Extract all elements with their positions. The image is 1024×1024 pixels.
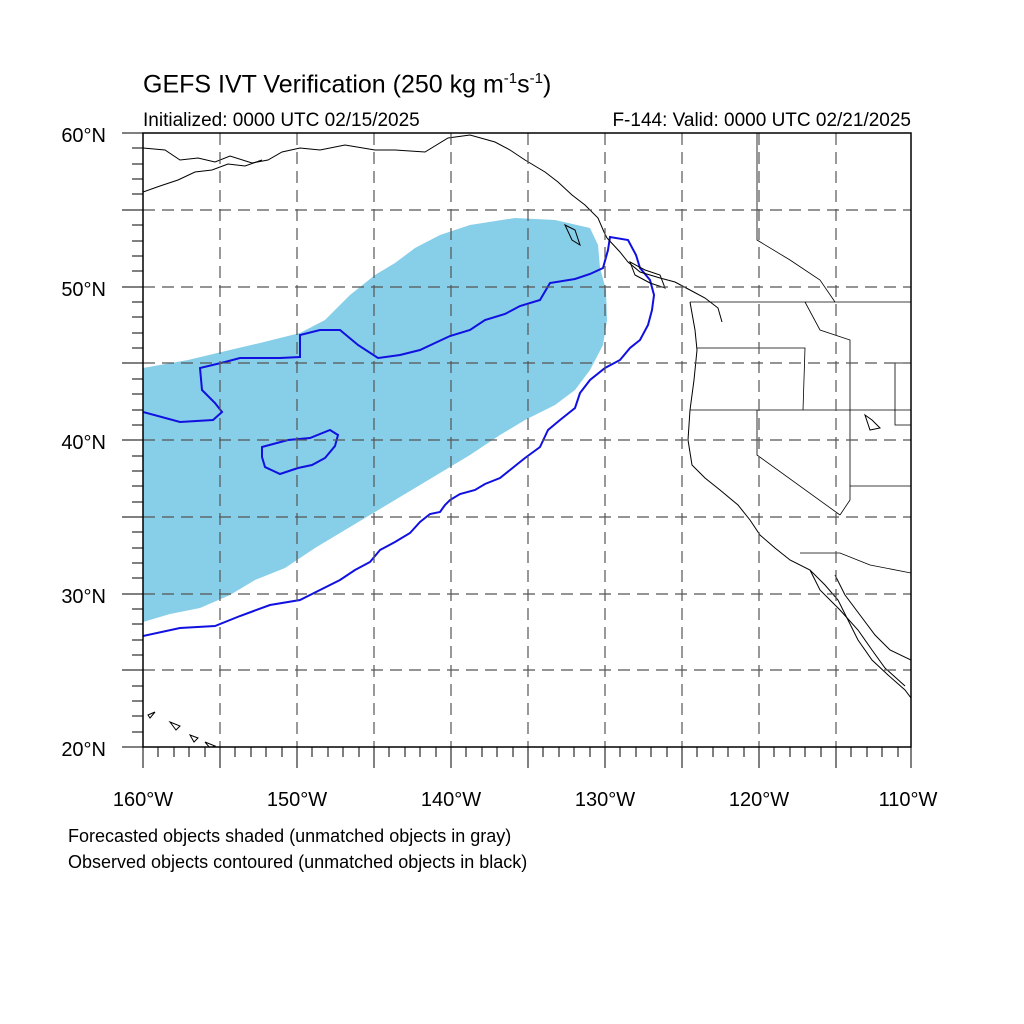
- coastline-alaska-peninsula: [143, 159, 263, 193]
- gridlines: [143, 133, 911, 747]
- lat-label-40n: 40°N: [61, 432, 106, 454]
- caption-forecast: Forecasted objects shaded (unmatched obj…: [68, 826, 512, 846]
- border-idaho: [804, 301, 851, 410]
- lon-label-140w: 140°W: [421, 789, 481, 811]
- border-washington-oregon: [697, 347, 806, 411]
- boundaries-group: [690, 133, 911, 574]
- title-exponent-1: -1: [503, 70, 518, 87]
- lat-label-50n: 50°N: [61, 279, 106, 301]
- border-us-mexico: [800, 552, 911, 574]
- title-unit-s: s: [517, 70, 530, 99]
- coastline-baja: [809, 569, 906, 687]
- axis-ticks: [122, 132, 912, 768]
- observed-ivt-contour-main: [143, 235, 656, 637]
- islands-hawaii: [147, 711, 217, 747]
- initialized-time: Initialized: 0000 UTC 02/15/2025: [143, 110, 420, 131]
- title-exponent-2: -1: [529, 70, 543, 87]
- lon-label-130w: 130°W: [575, 789, 635, 811]
- lat-label-20n: 20°N: [61, 739, 106, 761]
- lon-label-150w: 150°W: [267, 789, 327, 811]
- caption-observed: Observed objects contoured (unmatched ob…: [68, 852, 528, 872]
- island-vancouver: [629, 260, 666, 289]
- coastline-gulf-of-california: [834, 574, 911, 661]
- title-text: GEFS IVT Verification (250 kg m: [143, 70, 504, 99]
- lon-label-160w: 160°W: [113, 789, 173, 811]
- border-nevada-arizona: [839, 410, 851, 516]
- border-utah-east: [894, 362, 911, 426]
- valid-time: F-144: Valid: 0000 UTC 02/21/2025: [612, 110, 911, 131]
- coastline-west-us: [687, 301, 911, 699]
- title-close: ): [542, 70, 552, 99]
- lon-label-120w: 120°W: [729, 789, 789, 811]
- coastline-bc: [606, 237, 723, 323]
- lat-label-30n: 30°N: [61, 586, 106, 608]
- border-california-nevada: [756, 410, 841, 516]
- lake-great-salt: [864, 413, 882, 431]
- lon-label-110w: 110°W: [879, 789, 938, 811]
- islands-haida-gwaii: [563, 223, 581, 247]
- border-bc-alberta: [756, 133, 836, 303]
- lat-label-60n: 60°N: [61, 125, 106, 147]
- observed-ivt-contour-island: [261, 428, 340, 476]
- plot-title: GEFS IVT Verification (250 kg m-1s-1): [143, 70, 551, 99]
